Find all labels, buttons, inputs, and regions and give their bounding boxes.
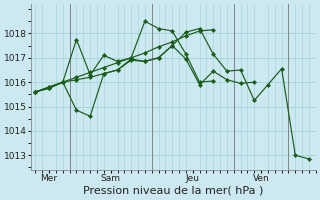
X-axis label: Pression niveau de la mer( hPa ): Pression niveau de la mer( hPa ) — [84, 186, 264, 196]
